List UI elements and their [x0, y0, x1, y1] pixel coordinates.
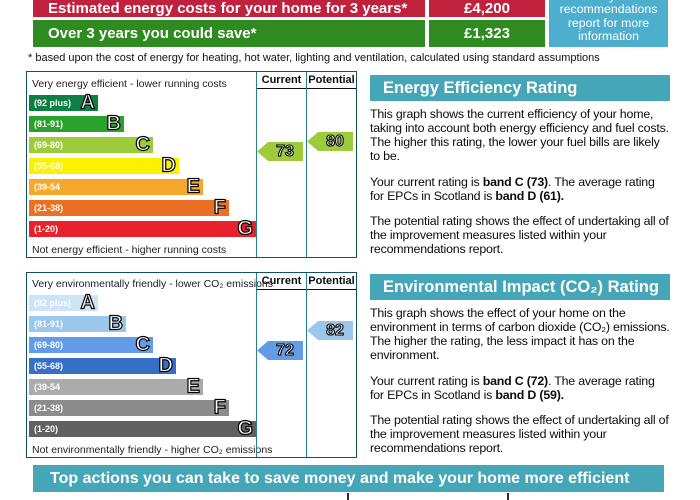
rating-text: Your current rating is [370, 373, 483, 388]
energy-current-column: Current [256, 72, 306, 257]
estimated-costs-label: Estimated energy costs for your home for… [33, 0, 425, 17]
energy-band-g: (1-20) G [29, 217, 256, 240]
energy-potential-arrow: 80 [307, 132, 353, 151]
savings-value: £1,323 [429, 20, 545, 47]
energy-efficiency-panel: Energy Efficiency Rating This graph show… [370, 75, 670, 257]
band-range-label: (55-68) [34, 361, 64, 371]
co2-panel-paragraph-1: This graph shows the effect of your home… [370, 306, 670, 362]
energy-panel-paragraph-2: Your current rating is band C (73). The … [370, 174, 670, 204]
current-column-header: Current [257, 273, 306, 290]
co2-top-label: Very environmentally friendly - lower CO… [32, 278, 273, 290]
co2-band-d: (55-68) D [29, 354, 176, 377]
band-letter: G [237, 417, 254, 440]
energy-band-f: (21-38) F [29, 196, 229, 219]
band-range-label: (39-54 [34, 382, 61, 392]
rating-text: . The average rating for EPCs in Scotlan… [370, 174, 655, 203]
band-letter: F [213, 196, 226, 219]
recommendations-note-box: See your recommendations report for more… [549, 0, 668, 47]
cost-assumptions-footnote: * based upon the cost of energy for heat… [28, 52, 600, 64]
band-range-label: (92 plus) [34, 98, 72, 108]
co2-potential-value: 82 [326, 321, 345, 339]
co2-band-f: (21-38) F [29, 396, 229, 419]
co2-bottom-label: Not environmentally friendly - higher CO… [32, 444, 273, 456]
co2-band-a: (92 plus) A [29, 291, 98, 314]
savings-label: Over 3 years you could save* [33, 20, 425, 47]
band-range-label: (69-80) [34, 340, 64, 350]
band-letter: D [161, 154, 177, 177]
band-letter: A [80, 291, 96, 314]
co2-panel-title: Environmental Impact (CO₂) Rating [370, 274, 670, 300]
energy-band-a: (92 plus) A [29, 91, 98, 114]
energy-bottom-label: Not energy efficient - higher running co… [32, 244, 227, 256]
energy-band-e: (39-54 E [29, 175, 203, 198]
energy-potential-column: Potential [306, 72, 356, 257]
co2-current-column: Current [256, 273, 306, 457]
co2-panel-paragraph-2: Your current rating is band C (72). The … [370, 373, 670, 403]
average-rating-bold: band D (59). [495, 387, 564, 402]
band-letter: A [80, 91, 96, 114]
co2-band-e: (39-54 E [29, 375, 203, 398]
co2-band-g: (1-20) G [29, 417, 256, 440]
band-letter: B [108, 312, 124, 335]
energy-current-value: 73 [276, 142, 295, 160]
co2-potential-arrow: 82 [307, 321, 353, 340]
band-letter: D [158, 354, 174, 377]
band-letter: F [213, 396, 226, 419]
band-letter: E [186, 175, 201, 198]
band-range-label: (1-20) [34, 424, 59, 434]
band-letter: E [186, 375, 201, 398]
current-rating-bold: band C (73) [482, 174, 548, 189]
co2-band-b: (81-91) B [29, 312, 126, 335]
co2-band-c: (69-80) C [29, 333, 153, 356]
estimated-costs-value: £4,200 [429, 0, 545, 17]
energy-current-arrow: 73 [257, 142, 303, 161]
average-rating-bold: band D (61). [495, 188, 564, 203]
co2-current-arrow: 72 [257, 341, 303, 360]
band-letter: C [135, 133, 151, 156]
current-column-header: Current [257, 72, 306, 89]
rating-text: Your current rating is [370, 174, 483, 189]
band-range-label: (21-38) [34, 403, 64, 413]
band-letter: B [106, 112, 122, 135]
band-letter: G [237, 217, 254, 240]
recommendations-note-text: See your recommendations report for more… [559, 0, 658, 44]
co2-impact-chart: Very environmentally friendly - lower CO… [26, 272, 357, 458]
band-range-label: (55-68) [34, 161, 64, 171]
energy-panel-paragraph-3: The potential rating shows the effect of… [370, 214, 669, 257]
rating-text: . The average rating for EPCs in Scotlan… [370, 373, 655, 402]
co2-impact-panel: Environmental Impact (CO₂) Rating This g… [370, 274, 670, 456]
energy-efficiency-chart: Very energy efficient - lower running co… [26, 71, 357, 258]
co2-panel-paragraph-3: The potential rating shows the effect of… [370, 413, 669, 456]
actions-table-divider [347, 493, 349, 500]
energy-band-c: (69-80) C [29, 133, 153, 156]
energy-band-d: (55-68) D [29, 154, 179, 177]
potential-column-header: Potential [307, 273, 356, 290]
band-range-label: (21-38) [34, 203, 64, 213]
top-actions-banner: Top actions you can take to save money a… [33, 465, 664, 492]
band-letter: C [135, 333, 151, 356]
band-range-label: (39-54 [34, 182, 61, 192]
co2-current-value: 72 [276, 341, 295, 359]
energy-top-label: Very energy efficient - lower running co… [32, 78, 227, 90]
band-range-label: (81-91) [34, 119, 64, 129]
energy-band-b: (81-91) B [29, 112, 124, 135]
energy-panel-title: Energy Efficiency Rating [370, 75, 670, 101]
band-range-label: (69-80) [34, 140, 64, 150]
energy-potential-value: 80 [326, 132, 345, 150]
energy-panel-paragraph-1: This graph shows the current efficiency … [370, 107, 669, 163]
band-range-label: (1-20) [34, 224, 59, 234]
band-range-label: (81-91) [34, 319, 64, 329]
current-rating-bold: band C (72) [482, 373, 548, 388]
band-range-label: (92 plus) [34, 298, 72, 308]
potential-column-header: Potential [307, 72, 356, 89]
actions-table-divider [507, 493, 509, 500]
co2-potential-column: Potential [306, 273, 356, 457]
